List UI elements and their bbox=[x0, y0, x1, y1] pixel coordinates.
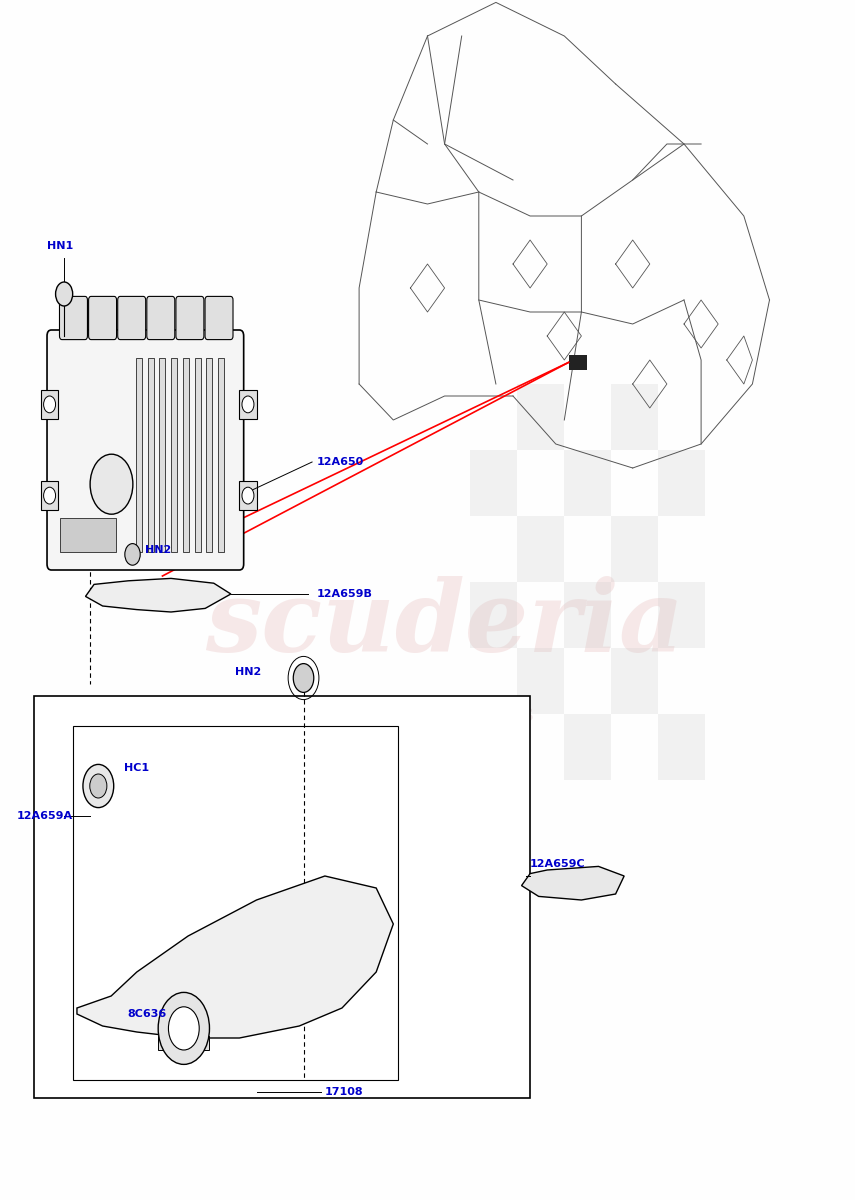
Circle shape bbox=[242, 396, 254, 413]
Text: 12A659B: 12A659B bbox=[316, 589, 372, 599]
Bar bbox=[611, 384, 658, 450]
Bar bbox=[158, 1036, 209, 1050]
Text: 12A650: 12A650 bbox=[316, 457, 363, 467]
Bar bbox=[658, 450, 705, 516]
Bar bbox=[183, 358, 189, 552]
Bar bbox=[658, 714, 705, 780]
Text: c a r   p a r t s: c a r p a r t s bbox=[355, 702, 534, 726]
Polygon shape bbox=[77, 876, 393, 1038]
Text: 12A659C: 12A659C bbox=[530, 859, 586, 869]
FancyBboxPatch shape bbox=[118, 296, 145, 340]
Bar bbox=[195, 358, 201, 552]
Bar bbox=[569, 355, 587, 370]
FancyBboxPatch shape bbox=[176, 296, 203, 340]
Bar bbox=[41, 481, 58, 510]
Polygon shape bbox=[522, 866, 624, 900]
Text: scuderia: scuderia bbox=[205, 576, 684, 672]
Text: 12A659A: 12A659A bbox=[17, 811, 74, 821]
Circle shape bbox=[44, 487, 56, 504]
Bar bbox=[564, 582, 611, 648]
Circle shape bbox=[125, 544, 140, 565]
Circle shape bbox=[168, 1007, 199, 1050]
Bar bbox=[218, 358, 224, 552]
Text: HC1: HC1 bbox=[124, 763, 149, 773]
Bar bbox=[34, 696, 530, 1098]
Bar bbox=[171, 358, 177, 552]
FancyBboxPatch shape bbox=[205, 296, 233, 340]
Bar bbox=[470, 714, 517, 780]
Bar bbox=[517, 516, 564, 582]
Circle shape bbox=[242, 487, 254, 504]
Polygon shape bbox=[86, 578, 231, 612]
Bar bbox=[517, 648, 564, 714]
FancyBboxPatch shape bbox=[60, 296, 87, 340]
Text: HN2: HN2 bbox=[145, 545, 172, 554]
Circle shape bbox=[293, 664, 314, 692]
Bar bbox=[239, 390, 256, 419]
Circle shape bbox=[83, 764, 114, 808]
FancyBboxPatch shape bbox=[89, 296, 116, 340]
Bar bbox=[564, 714, 611, 780]
Bar bbox=[470, 450, 517, 516]
Bar bbox=[73, 726, 398, 1080]
Bar bbox=[564, 450, 611, 516]
Bar bbox=[611, 516, 658, 582]
Text: 17108: 17108 bbox=[325, 1087, 363, 1097]
Bar bbox=[41, 390, 58, 419]
Bar bbox=[159, 358, 166, 552]
Bar bbox=[611, 648, 658, 714]
Circle shape bbox=[90, 454, 133, 514]
Circle shape bbox=[90, 774, 107, 798]
Bar bbox=[517, 384, 564, 450]
Bar bbox=[206, 358, 212, 552]
FancyBboxPatch shape bbox=[147, 296, 174, 340]
Circle shape bbox=[56, 282, 73, 306]
Bar bbox=[470, 582, 517, 648]
Circle shape bbox=[44, 396, 56, 413]
FancyBboxPatch shape bbox=[47, 330, 244, 570]
Text: HN1: HN1 bbox=[47, 241, 74, 251]
Text: HN2: HN2 bbox=[234, 667, 261, 677]
Bar bbox=[136, 358, 142, 552]
Bar bbox=[658, 582, 705, 648]
Bar bbox=[60, 518, 116, 552]
Text: 8C636: 8C636 bbox=[127, 1009, 167, 1019]
Bar bbox=[239, 481, 256, 510]
Bar bbox=[148, 358, 154, 552]
Circle shape bbox=[158, 992, 209, 1064]
